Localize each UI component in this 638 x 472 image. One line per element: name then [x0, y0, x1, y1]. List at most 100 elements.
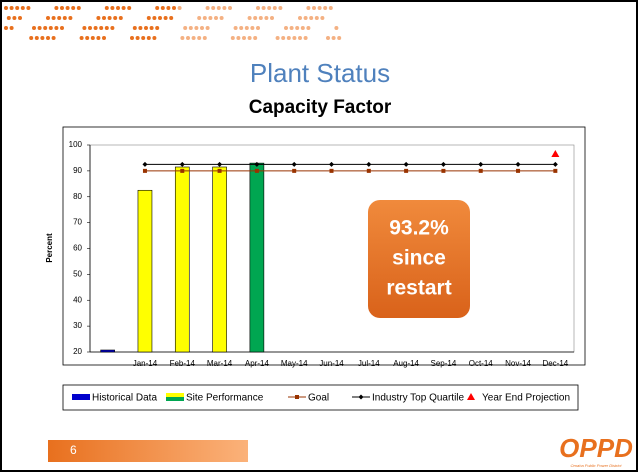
dot [110, 26, 115, 30]
y-tick-label: 30 [73, 321, 82, 330]
marker [142, 168, 147, 173]
dot [298, 16, 302, 20]
marker [292, 168, 297, 173]
bar [212, 166, 227, 353]
legend-label: Year End Projection [482, 393, 570, 404]
dot [191, 36, 196, 40]
x-tick-label: May-14 [281, 359, 308, 368]
dot [18, 16, 22, 20]
dot [152, 36, 157, 40]
slide-title: Plant Status [250, 58, 390, 88]
chart-title: Capacity Factor [249, 97, 392, 118]
x-tick-label: Mar-14 [207, 359, 233, 368]
legend-swatch [358, 394, 364, 400]
marker [254, 168, 259, 173]
dot [146, 16, 151, 20]
dot [180, 36, 185, 40]
dot [4, 26, 8, 30]
dot [146, 36, 151, 40]
dot [43, 26, 48, 30]
y-axis-label: Percent [45, 233, 54, 263]
dot [317, 6, 322, 10]
legend-swatch [166, 393, 184, 397]
y-tick-label: 70 [73, 218, 82, 227]
legend-label: Goal [308, 393, 329, 404]
legend-box [62, 384, 579, 411]
dot [228, 6, 232, 10]
x-tick-label: Sep-14 [431, 359, 457, 368]
x-tick-label: Dec-14 [542, 359, 568, 368]
dot [34, 36, 39, 40]
dot [264, 16, 269, 20]
callout-text: 93.2% [389, 217, 449, 240]
marker [329, 161, 334, 167]
dot [54, 26, 59, 30]
legend-label: Site Performance [186, 393, 264, 404]
dot [236, 36, 241, 40]
dot [82, 26, 87, 30]
x-tick-label: Oct-14 [469, 359, 494, 368]
bar [137, 189, 153, 353]
callout-text: restart [386, 277, 451, 300]
dot [107, 16, 112, 20]
marker [217, 161, 223, 167]
y-tick-label: 50 [73, 269, 82, 278]
x-tick-label: Jun-14 [319, 359, 344, 368]
dot [96, 16, 101, 20]
dot [46, 16, 50, 20]
dot [57, 16, 62, 20]
dot [253, 16, 258, 20]
dot [155, 6, 160, 10]
dot [51, 16, 56, 20]
dot [51, 36, 56, 40]
dot [214, 16, 218, 20]
dot [202, 36, 207, 40]
dot [9, 26, 14, 30]
dot [306, 26, 311, 30]
dot [250, 26, 255, 30]
dot [15, 6, 20, 10]
dot [163, 16, 168, 20]
y-tick-label: 60 [73, 244, 82, 253]
page-number: 6 [70, 443, 77, 457]
dot [104, 26, 109, 30]
legend-swatch [295, 395, 299, 399]
dot [132, 26, 137, 30]
marker [404, 168, 409, 173]
dot [242, 36, 246, 40]
dot [278, 6, 283, 10]
marker [366, 168, 371, 173]
dot [155, 26, 160, 30]
dot [158, 16, 162, 20]
dot [219, 16, 224, 20]
dot [118, 16, 123, 20]
dot [113, 16, 118, 20]
dot [306, 6, 311, 10]
legend-swatch [467, 393, 475, 400]
dot [46, 36, 50, 40]
marker [440, 161, 446, 167]
x-tick-label: Feb-14 [170, 359, 196, 368]
dot [172, 6, 176, 10]
dot [200, 26, 204, 30]
dot [76, 6, 81, 10]
dot [62, 16, 67, 20]
dot [68, 16, 73, 20]
dot [188, 26, 193, 30]
dot [272, 6, 277, 10]
dot [152, 16, 157, 20]
dot [90, 36, 95, 40]
dot [292, 36, 297, 40]
dot [37, 26, 42, 30]
dot [135, 36, 140, 40]
dot [141, 36, 146, 40]
dot [116, 6, 120, 10]
dot [138, 26, 143, 30]
bar [174, 166, 190, 353]
x-tick-label: Aug-14 [393, 359, 419, 368]
dot [166, 6, 171, 10]
dot [247, 16, 252, 20]
dot [4, 6, 8, 10]
legend-swatch [72, 394, 90, 400]
